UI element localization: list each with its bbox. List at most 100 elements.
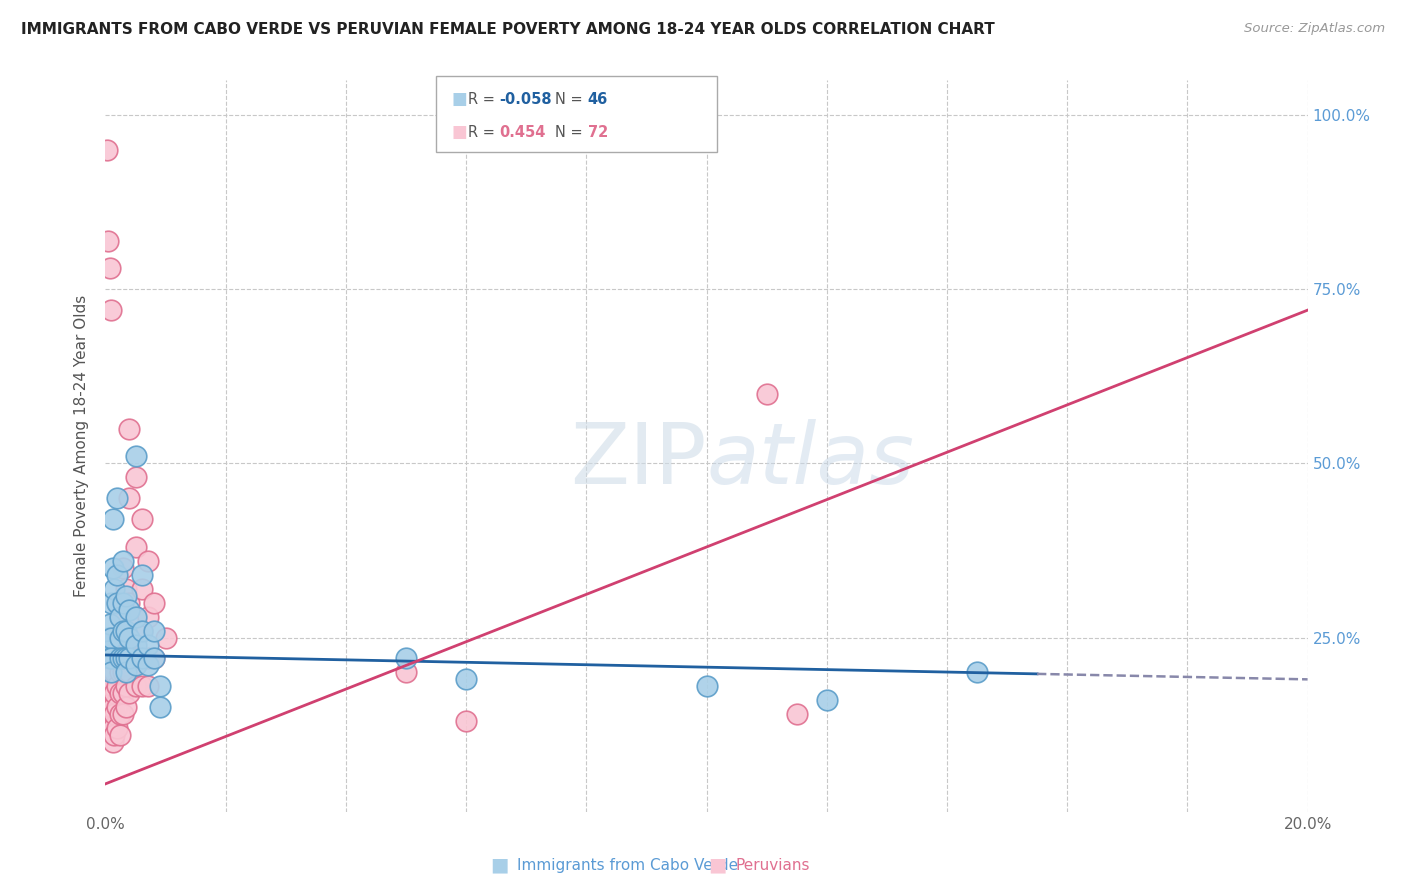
Point xyxy=(110,728,132,742)
Point xyxy=(115,624,138,638)
Point xyxy=(115,589,138,603)
Point xyxy=(103,665,125,680)
Point xyxy=(110,686,132,700)
Text: R =: R = xyxy=(468,92,499,106)
Text: Immigrants from Cabo Verde: Immigrants from Cabo Verde xyxy=(517,858,738,872)
Point xyxy=(101,631,124,645)
Point xyxy=(100,700,122,714)
Point xyxy=(124,679,146,693)
Point xyxy=(110,651,132,665)
Point xyxy=(112,651,135,665)
Point xyxy=(112,624,135,638)
Point xyxy=(112,665,135,680)
Point xyxy=(155,631,177,645)
Point xyxy=(131,512,153,526)
Point xyxy=(110,638,132,652)
Point xyxy=(101,721,124,735)
Point xyxy=(124,638,146,652)
Point xyxy=(124,540,146,554)
Point xyxy=(107,596,129,610)
Point xyxy=(136,609,159,624)
Point xyxy=(118,631,141,645)
Point xyxy=(112,707,135,722)
Point xyxy=(110,665,132,680)
Point xyxy=(115,651,138,665)
Point xyxy=(97,700,120,714)
Point xyxy=(124,609,146,624)
Point xyxy=(112,686,135,700)
Point xyxy=(98,721,121,735)
Point xyxy=(696,679,718,693)
Point xyxy=(110,609,132,624)
Text: ■: ■ xyxy=(489,855,509,875)
Point xyxy=(112,609,135,624)
Point xyxy=(100,721,122,735)
Point xyxy=(103,686,125,700)
Point xyxy=(98,707,121,722)
Point xyxy=(100,303,122,318)
Text: R =: R = xyxy=(468,125,499,140)
Text: atlas: atlas xyxy=(707,419,914,502)
Point xyxy=(103,728,125,742)
Point xyxy=(107,567,129,582)
Point xyxy=(101,679,124,693)
Point xyxy=(136,651,159,665)
Point xyxy=(966,665,988,680)
Point xyxy=(142,651,165,665)
Point xyxy=(103,582,125,596)
Point xyxy=(107,491,129,506)
Point xyxy=(97,234,120,248)
Point xyxy=(98,651,121,665)
Point xyxy=(115,582,138,596)
Point xyxy=(136,638,159,652)
Point xyxy=(118,651,141,665)
Y-axis label: Female Poverty Among 18-24 Year Olds: Female Poverty Among 18-24 Year Olds xyxy=(75,295,90,597)
Point xyxy=(124,609,146,624)
Point xyxy=(107,700,129,714)
Point xyxy=(131,624,153,638)
Point xyxy=(103,631,125,645)
Text: N =: N = xyxy=(555,92,588,106)
Text: 0.454: 0.454 xyxy=(499,125,546,140)
Point xyxy=(142,596,165,610)
Point xyxy=(131,567,153,582)
Point xyxy=(112,561,135,575)
Point xyxy=(124,651,146,665)
Point xyxy=(131,651,153,665)
Point xyxy=(124,470,146,484)
Point xyxy=(148,679,170,693)
Point xyxy=(98,261,121,276)
Point xyxy=(118,491,141,506)
Text: IMMIGRANTS FROM CABO VERDE VS PERUVIAN FEMALE POVERTY AMONG 18-24 YEAR OLDS CORR: IMMIGRANTS FROM CABO VERDE VS PERUVIAN F… xyxy=(21,22,995,37)
Text: Source: ZipAtlas.com: Source: ZipAtlas.com xyxy=(1244,22,1385,36)
Text: 72: 72 xyxy=(588,125,607,140)
Point xyxy=(101,512,124,526)
Point xyxy=(148,700,170,714)
Point xyxy=(142,624,165,638)
Point xyxy=(107,651,129,665)
Point xyxy=(454,673,477,687)
Point xyxy=(395,665,418,680)
Text: -0.058: -0.058 xyxy=(499,92,551,106)
Text: ■: ■ xyxy=(707,855,727,875)
Point xyxy=(100,651,122,665)
Point xyxy=(131,651,153,665)
Text: N =: N = xyxy=(555,125,588,140)
Point xyxy=(107,596,129,610)
Point xyxy=(131,582,153,596)
Point xyxy=(98,616,121,631)
Point xyxy=(118,686,141,700)
Point xyxy=(115,651,138,665)
Point xyxy=(115,665,138,680)
Point xyxy=(118,603,141,617)
Point xyxy=(100,631,122,645)
Point xyxy=(118,665,141,680)
Text: 46: 46 xyxy=(588,92,607,106)
Text: ■: ■ xyxy=(451,123,467,142)
Point xyxy=(131,679,153,693)
Point xyxy=(142,651,165,665)
Point xyxy=(96,143,118,157)
Point xyxy=(112,554,135,568)
Point xyxy=(97,644,120,658)
Text: Peruvians: Peruvians xyxy=(735,858,810,872)
